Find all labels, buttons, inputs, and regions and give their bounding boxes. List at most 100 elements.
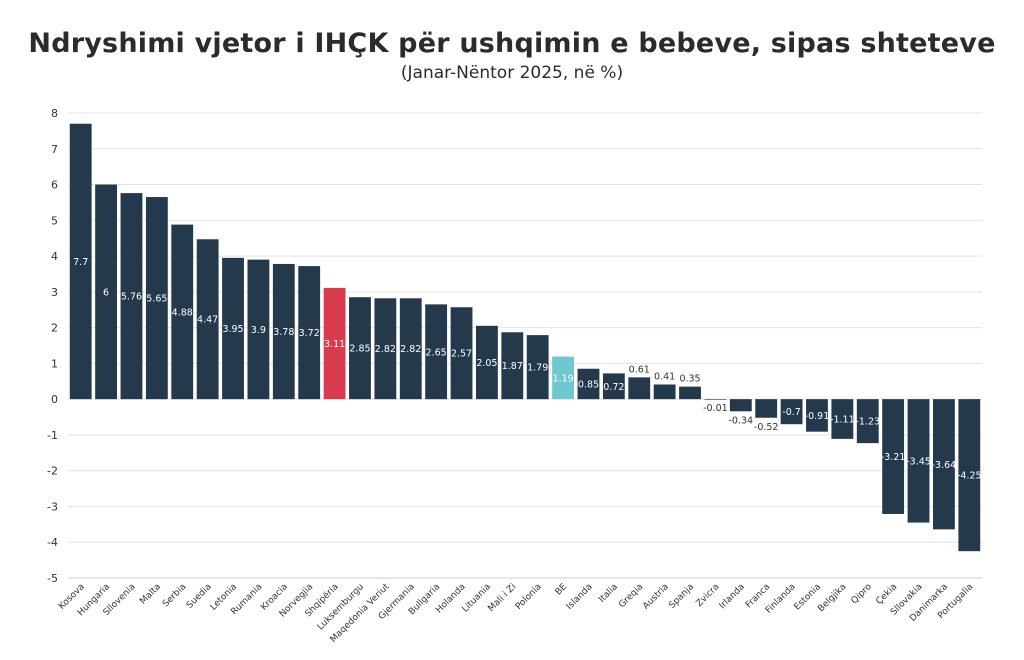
data-label: -3.45 [906,456,931,467]
bar [552,356,575,400]
y-tick-label: -3 [47,500,58,513]
bar [171,224,194,400]
y-tick-label: 8 [51,107,58,120]
bar [526,335,549,400]
y-tick-label: 1 [51,357,58,370]
bar [272,263,295,400]
x-tick-label: BE [554,582,570,598]
x-tick-label: Irlanda [718,582,747,611]
data-label: -0.7 [782,407,801,418]
bar [69,123,92,400]
y-tick-label: 5 [51,214,58,227]
bar [374,298,397,400]
y-tick-label: 4 [51,250,58,263]
bar [475,325,498,400]
bar [729,399,752,412]
x-tick-label: Qipro [850,582,875,607]
bar [501,332,524,400]
data-label: 2.57 [451,349,472,360]
bar [298,266,321,400]
x-tick-label: Greqia [617,582,645,610]
bar [856,399,879,444]
data-label: -3.21 [881,452,906,463]
data-label: 0.61 [629,364,650,375]
data-label: 0.35 [679,374,700,385]
y-tick-label: 6 [51,179,58,192]
y-tick-label: -1 [47,429,58,442]
bar [120,193,143,400]
bar [95,184,118,400]
y-tick-label: 3 [51,286,58,299]
data-label: 3.9 [251,325,266,336]
data-label: -0.52 [754,422,779,433]
data-label: 4.88 [172,307,193,318]
y-tick-label: -2 [47,465,58,478]
bar [932,399,955,530]
data-label: 5.76 [121,292,142,303]
x-tick-label: Malta [138,582,163,607]
data-label: -0.34 [729,415,754,426]
bar [755,399,778,418]
bar [958,399,981,552]
x-tick-label: Islanda [565,582,595,612]
data-label: 3.11 [324,339,345,350]
bar [907,399,930,523]
bar [628,377,651,400]
data-label: -4.25 [957,471,982,482]
data-label: 2.05 [476,358,497,369]
data-label: 2.65 [426,347,447,358]
bar [602,373,625,400]
bar [145,197,168,400]
data-label: 3.78 [273,327,294,338]
bar [831,399,854,439]
x-tick-label: Italia [597,582,620,605]
chart-title: Ndryshimi vjetor i IHÇK për ushqimin e b… [28,28,996,59]
data-label: -1.11 [830,415,855,426]
data-label: -0.91 [805,411,830,422]
bar [704,399,727,400]
x-tick-label: Serbia [161,582,188,609]
data-label: 0.72 [603,382,624,393]
x-tick-label: Spanja [667,582,696,611]
data-label: 1.19 [553,373,574,384]
bar [653,384,676,400]
bar [196,239,219,400]
data-label: 6 [103,287,109,298]
bar [780,399,803,425]
data-label: 0.85 [578,379,599,390]
data-label: 5.65 [146,294,167,305]
chart-subtitle: (Janar-Nëntor 2025, në %) [400,63,624,83]
x-tick-label: Belgjika [816,582,848,614]
data-label: 7.7 [73,257,88,268]
bar [425,304,448,400]
x-tick-label: Polonia [514,582,544,612]
y-tick-label: 2 [51,322,58,335]
bar [882,399,905,514]
y-tick-label: 7 [51,143,58,156]
bar [450,307,473,400]
bar [349,297,371,400]
bar [247,259,270,400]
bar [399,298,422,400]
x-tick-label: Mali i Zi [486,582,518,614]
data-label: 1.87 [502,361,523,372]
bar [679,386,701,400]
bar [323,287,346,400]
data-label: 0.41 [654,371,675,382]
data-label: 2.82 [400,344,421,355]
data-label: -0.01 [703,403,728,414]
data-label: 1.79 [527,363,548,374]
data-label: 2.85 [349,344,370,355]
data-label: -1.23 [855,417,880,428]
y-tick-label: -5 [47,572,58,585]
data-label: 2.82 [375,344,396,355]
data-label: 3.95 [222,324,243,335]
bar [577,368,600,400]
data-label: -3.64 [932,460,957,471]
data-label: 3.72 [299,328,320,339]
bar [806,399,828,432]
bar [222,257,244,400]
y-tick-label: 0 [51,393,58,406]
y-tick-label: -4 [47,536,58,549]
